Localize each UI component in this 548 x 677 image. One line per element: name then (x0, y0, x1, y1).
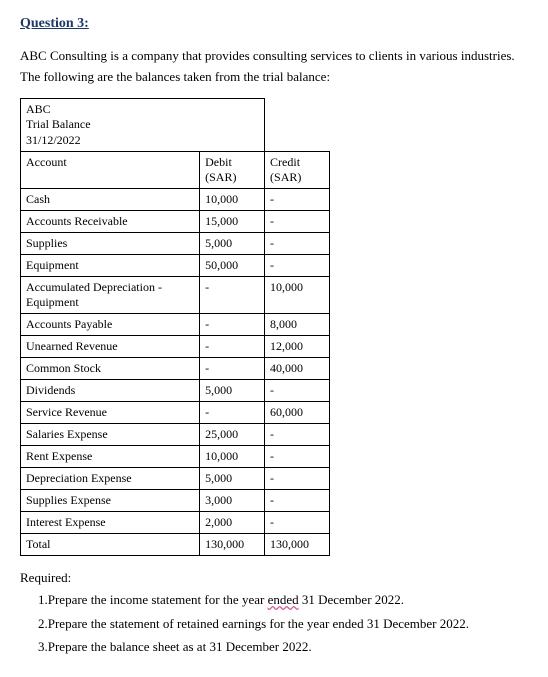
cell-debit: 25,000 (200, 424, 265, 446)
cell-debit: 2,000 (200, 512, 265, 534)
cell-account: Equipment (21, 255, 200, 277)
table-row: Supplies Expense3,000- (21, 490, 330, 512)
title-line-1: ABC (26, 102, 51, 116)
cell-account: Accumulated Depreciation - Equipment (21, 277, 200, 314)
required-item-1: 1.Prepare the income statement for the y… (38, 590, 528, 610)
cell-credit: 10,000 (265, 277, 330, 314)
table-row: Supplies5,000- (21, 233, 330, 255)
cell-credit: 12,000 (265, 336, 330, 358)
table-row: Depreciation Expense5,000- (21, 468, 330, 490)
cell-account: Unearned Revenue (21, 336, 200, 358)
cell-debit: 130,000 (200, 534, 265, 556)
cell-debit: - (200, 402, 265, 424)
cell-credit: 130,000 (265, 534, 330, 556)
cell-account: Common Stock (21, 358, 200, 380)
table-row: Salaries Expense25,000- (21, 424, 330, 446)
cell-debit: - (200, 358, 265, 380)
title-line-3: 31/12/2022 (26, 133, 81, 147)
cell-credit: - (265, 468, 330, 490)
cell-account: Supplies Expense (21, 490, 200, 512)
cell-account: Service Revenue (21, 402, 200, 424)
intro-paragraph: ABC Consulting is a company that provide… (20, 46, 528, 88)
question-heading: Question 3: (20, 16, 528, 32)
cell-account: Accounts Receivable (21, 211, 200, 233)
cell-debit: 5,000 (200, 468, 265, 490)
cell-debit: 10,000 (200, 446, 265, 468)
cell-account: Depreciation Expense (21, 468, 200, 490)
table-row: Service Revenue-60,000 (21, 402, 330, 424)
trial-balance-table: ABC Trial Balance 31/12/2022 Account Deb… (20, 98, 330, 557)
header-account: Account (21, 152, 200, 189)
required-item-2: 2.Prepare the statement of retained earn… (38, 614, 528, 634)
table-title-row: ABC Trial Balance 31/12/2022 (21, 98, 330, 152)
header-credit: Credit (SAR) (265, 152, 330, 189)
table-row: Accumulated Depreciation - Equipment-10,… (21, 277, 330, 314)
required-list: 1.Prepare the income statement for the y… (20, 590, 528, 657)
cell-credit: - (265, 189, 330, 211)
table-row: Unearned Revenue-12,000 (21, 336, 330, 358)
req1-pre: 1.Prepare the income statement for the y… (38, 592, 268, 607)
cell-credit: - (265, 446, 330, 468)
table-row: Common Stock-40,000 (21, 358, 330, 380)
cell-debit: 5,000 (200, 233, 265, 255)
table-row: Accounts Receivable15,000- (21, 211, 330, 233)
required-label: Required: (20, 570, 528, 586)
cell-debit: - (200, 336, 265, 358)
cell-credit: - (265, 380, 330, 402)
required-item-3: 3.Prepare the balance sheet as at 31 Dec… (38, 637, 528, 657)
cell-account: Cash (21, 189, 200, 211)
cell-debit: 15,000 (200, 211, 265, 233)
cell-credit: 60,000 (265, 402, 330, 424)
table-row: Interest Expense2,000- (21, 512, 330, 534)
table-row: Rent Expense10,000- (21, 446, 330, 468)
title-line-2: Trial Balance (26, 117, 91, 131)
cell-account: Interest Expense (21, 512, 200, 534)
cell-account: Supplies (21, 233, 200, 255)
cell-account: Dividends (21, 380, 200, 402)
cell-credit: - (265, 233, 330, 255)
cell-credit: 40,000 (265, 358, 330, 380)
table-header-row: Account Debit (SAR) Credit (SAR) (21, 152, 330, 189)
cell-credit: - (265, 255, 330, 277)
cell-credit: - (265, 512, 330, 534)
table-row: Dividends5,000- (21, 380, 330, 402)
table-row: Accounts Payable-8,000 (21, 314, 330, 336)
cell-debit: 3,000 (200, 490, 265, 512)
cell-account: Rent Expense (21, 446, 200, 468)
cell-credit: - (265, 490, 330, 512)
table-row: Equipment50,000- (21, 255, 330, 277)
table-row: Total130,000130,000 (21, 534, 330, 556)
cell-account: Salaries Expense (21, 424, 200, 446)
header-debit: Debit (SAR) (200, 152, 265, 189)
table-title-cell: ABC Trial Balance 31/12/2022 (21, 98, 265, 152)
cell-debit: 5,000 (200, 380, 265, 402)
cell-debit: 50,000 (200, 255, 265, 277)
table-row: Cash10,000- (21, 189, 330, 211)
cell-account: Accounts Payable (21, 314, 200, 336)
cell-debit: - (200, 277, 265, 314)
req1-wavy: ended (268, 592, 299, 607)
cell-credit: - (265, 211, 330, 233)
cell-debit: - (200, 314, 265, 336)
req1-post: 31 December 2022. (299, 592, 404, 607)
cell-credit: - (265, 424, 330, 446)
cell-credit: 8,000 (265, 314, 330, 336)
cell-debit: 10,000 (200, 189, 265, 211)
cell-account: Total (21, 534, 200, 556)
